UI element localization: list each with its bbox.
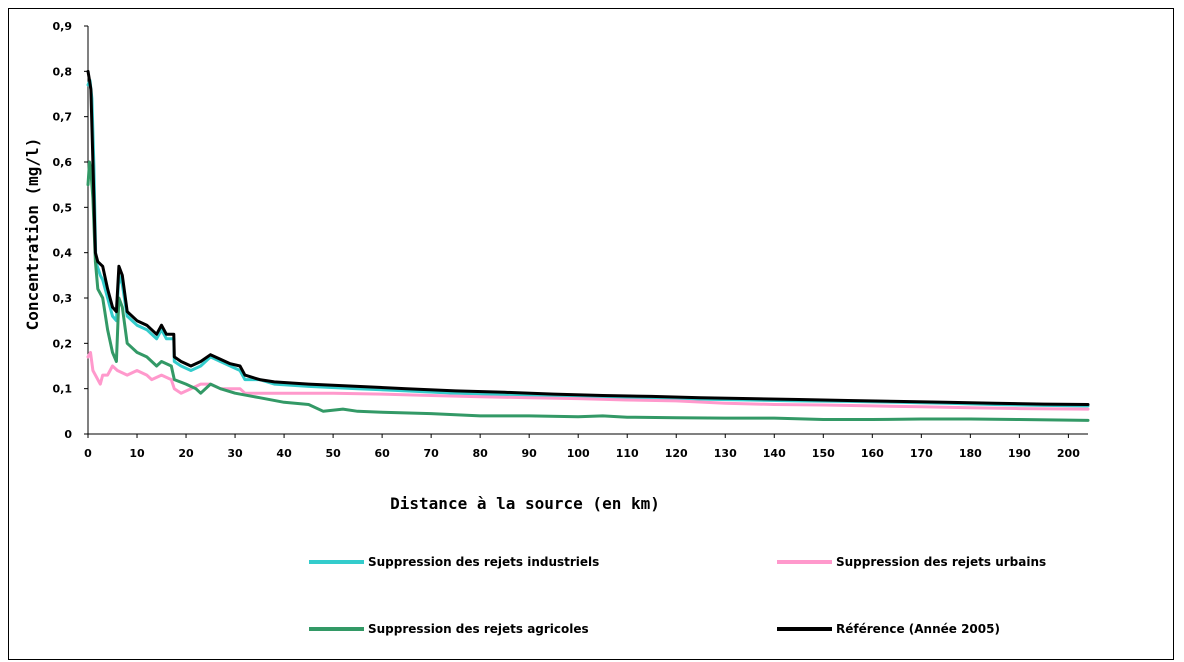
series-line-3	[86, 160, 1090, 422]
x-tick-label: 160	[861, 447, 884, 460]
x-tick-label: 190	[1008, 447, 1031, 460]
x-tick-label: 140	[763, 447, 786, 460]
series-line-2	[86, 350, 1090, 411]
x-tick-label: 0	[84, 447, 92, 460]
x-tick-label: 90	[522, 447, 538, 460]
chart-frame: 0 0,1 0,2 0,3 0,4 0,5 0,6 0,7 0,8 0,9 0 10 20 30 40 50…	[8, 8, 1174, 660]
y-tick-label: 0,8	[53, 65, 73, 78]
y-tick-label: 0,4	[53, 247, 73, 260]
x-tick-label: 20	[178, 447, 194, 460]
x-tick-label: 80	[473, 447, 489, 460]
y-tick-label: 0,6	[53, 156, 73, 169]
x-tick-label: 70	[423, 447, 439, 460]
x-tick-label: 50	[325, 447, 341, 460]
x-axis-ticks: 0 10 20 30 40 50 60 70 80 90 100 110 120 130 140 150 160…	[84, 434, 1080, 460]
y-tick-label: 0	[64, 428, 72, 441]
x-tick-label: 60	[374, 447, 390, 460]
series-line-1	[86, 78, 1090, 408]
x-tick-label: 100	[567, 447, 590, 460]
x-tick-label: 150	[812, 447, 835, 460]
y-tick-label: 0,2	[53, 337, 73, 350]
x-tick-label: 130	[714, 447, 737, 460]
legend-label: Suppression des rejets agricoles	[368, 622, 589, 636]
y-tick-label: 0,7	[53, 111, 73, 124]
series-lines	[86, 69, 1090, 422]
x-tick-label: 30	[227, 447, 243, 460]
x-tick-label: 170	[910, 447, 933, 460]
y-tick-label: 0,3	[53, 292, 73, 305]
x-tick-label: 10	[129, 447, 145, 460]
x-tick-label: 40	[276, 447, 292, 460]
legend-label: Référence (Année 2005)	[836, 622, 1000, 636]
x-tick-label: 110	[616, 447, 639, 460]
y-tick-label: 0,9	[53, 20, 73, 33]
y-tick-label: 0,1	[53, 383, 73, 396]
legend: Suppression des rejets industriels Suppre…	[309, 555, 1046, 636]
x-axis-title: Distance à la source (en km)	[390, 494, 660, 513]
x-tick-label: 120	[665, 447, 688, 460]
x-tick-label: 200	[1057, 447, 1080, 460]
x-tick-label: 180	[959, 447, 982, 460]
y-axis-title: Concentration (mg/l)	[23, 138, 42, 331]
series-line-4	[86, 69, 1090, 406]
line-chart: 0 0,1 0,2 0,3 0,4 0,5 0,6 0,7 0,8 0,9 0 10 20 30 40 50…	[23, 20, 1090, 636]
legend-label: Suppression des rejets urbains	[836, 555, 1046, 569]
legend-label: Suppression des rejets industriels	[368, 555, 599, 569]
y-tick-label: 0,5	[53, 201, 73, 214]
y-axis-ticks: 0 0,1 0,2 0,3 0,4 0,5 0,6 0,7 0,8 0,9	[53, 20, 88, 441]
